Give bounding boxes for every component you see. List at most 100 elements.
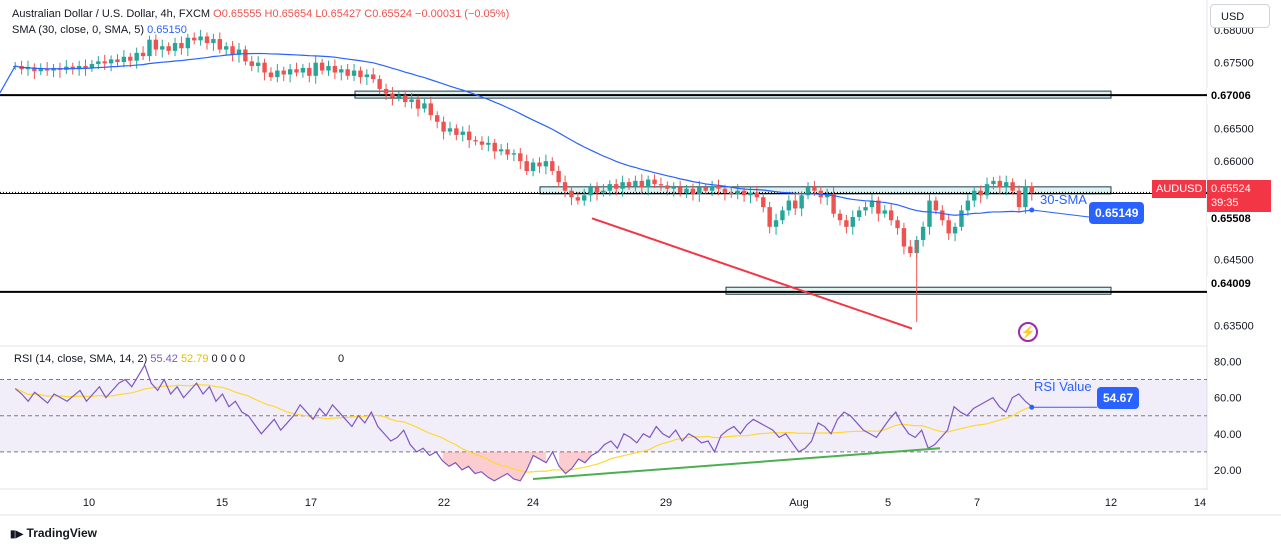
candle-body [888, 210, 894, 221]
candle-body [530, 162, 536, 172]
ohlc-change: −0.00031 (−0.05%) [415, 8, 510, 20]
candle-body [972, 190, 977, 201]
candle-body [44, 68, 50, 71]
rsi-value-tag: 54.67 [1097, 387, 1140, 409]
candle-body [645, 179, 651, 188]
candle-body [300, 67, 306, 73]
rsi-annotation: RSI Value [1034, 379, 1092, 394]
candle-body [281, 70, 286, 75]
candle-body [805, 187, 811, 196]
candle-body [882, 210, 887, 214]
candle-body [25, 67, 31, 70]
time-tick-label: 22 [438, 497, 450, 509]
candle-body [243, 49, 248, 62]
candle-body [684, 188, 689, 193]
candle-body [511, 153, 517, 155]
symbol-title: Australian Dollar / U.S. Dollar, 4h, FXC… [12, 8, 211, 20]
candle-body [607, 184, 613, 191]
candle-body [383, 88, 389, 94]
candle-body [403, 95, 408, 103]
candle-body [620, 182, 625, 189]
candle-body [588, 187, 593, 196]
price-tick-label: 0.66000 [1214, 156, 1254, 168]
candle-body [371, 74, 376, 80]
candle-body [869, 200, 875, 208]
time-tick-label: 15 [216, 497, 228, 509]
tradingview-icon: ▮▶ [10, 529, 24, 540]
candle-body [198, 36, 203, 41]
price-tick-label: 0.67500 [1214, 58, 1254, 70]
candle-body [409, 99, 414, 103]
candle-body [223, 46, 229, 50]
candle-body [1023, 186, 1028, 208]
chart-legend-header: Australian Dollar / U.S. Dollar, 4h, FXC… [12, 8, 509, 21]
candle-body [185, 37, 191, 49]
rsi-ma-line [15, 384, 1032, 473]
candle-body [428, 103, 433, 116]
candle-body [319, 62, 325, 71]
time-tick-label: 5 [885, 497, 891, 509]
currency-button[interactable]: USD [1210, 4, 1270, 28]
level-tag-mid: 0.65508 [1207, 211, 1271, 227]
candle-body [754, 192, 760, 198]
candle-body [140, 52, 146, 57]
candle-body [108, 59, 114, 64]
sma-anchor-dot [1029, 207, 1035, 213]
candle-body [38, 68, 43, 72]
candle-body [275, 70, 280, 78]
candle-body [876, 200, 881, 214]
candle-body [1016, 190, 1022, 208]
candle-body [217, 39, 222, 50]
time-tick-label: 14 [1194, 497, 1206, 509]
candle-body [396, 95, 402, 98]
ticker-price: 0.65524 [1211, 183, 1251, 195]
candle-body [172, 42, 178, 51]
candle-body [268, 72, 274, 78]
time-tick-label: 7 [974, 497, 980, 509]
candle-body [575, 197, 581, 201]
rsi-legend: RSI (14, close, SMA, 14, 2) 55.42 52.79 … [14, 353, 245, 366]
candle-body [543, 161, 549, 167]
candle-body [844, 220, 849, 227]
candle-body [722, 188, 728, 193]
candle-body [70, 66, 75, 70]
candle-body [703, 187, 708, 191]
candle-body [927, 200, 932, 227]
rsi-legend-label: RSI (14, close, SMA, 14, 2) [14, 353, 148, 365]
candle-body [799, 195, 804, 209]
level-tag-top: 0.67006 [1207, 88, 1271, 104]
price-tick-label: 0.66500 [1214, 123, 1254, 135]
candle-body [716, 186, 721, 189]
candle-body [652, 179, 657, 185]
lightning-icon[interactable]: ⚡ [1018, 322, 1038, 342]
rsi-legend-extra2: 0 [338, 353, 345, 365]
candle-body [965, 200, 971, 211]
candle-body [249, 61, 254, 66]
candle-body [524, 161, 529, 172]
time-tick-label: 17 [305, 497, 317, 509]
candle-body [76, 65, 82, 70]
candle-body [236, 49, 242, 55]
candle-body [626, 182, 632, 187]
candle-body [658, 184, 664, 186]
time-tick-label: 29 [660, 497, 672, 509]
tradingview-logo[interactable]: ▮▶ TradingView [10, 526, 97, 540]
candle-body [230, 46, 235, 55]
candle-body [690, 188, 696, 194]
sma-annotation-leader [1031, 209, 1090, 218]
time-tick-label: 24 [527, 497, 539, 509]
candle-body [569, 190, 574, 198]
candle-body [793, 200, 798, 209]
candle-body [441, 121, 446, 132]
ohlc-low: L0.65427 [315, 8, 362, 20]
candle-body [32, 67, 37, 72]
candle-body [671, 187, 676, 189]
candle-body [978, 190, 983, 196]
time-tick-label: Aug [789, 497, 809, 509]
time-tick-label: 12 [1105, 497, 1117, 509]
candle-body [786, 200, 792, 211]
candle-body [748, 192, 753, 196]
rsi-uptrend-line [532, 447, 941, 480]
candle-body [134, 52, 139, 61]
